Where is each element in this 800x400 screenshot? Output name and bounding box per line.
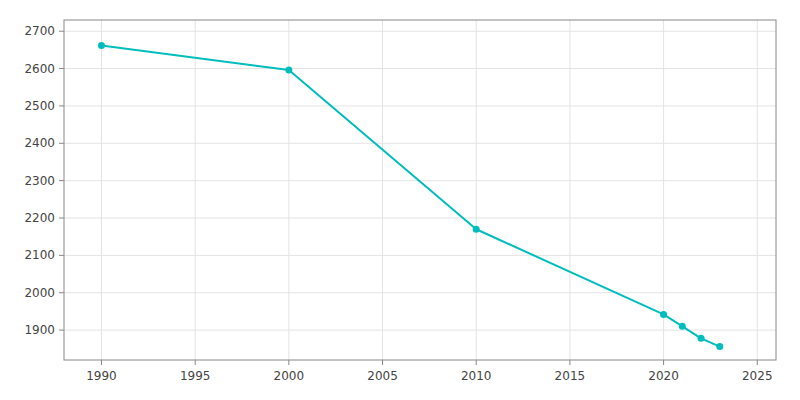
chart-container: 1990 1995 2000 2005 2010 2015 2020 2025 1900 2000… <box>0 0 800 400</box>
x-tick-label: 1990 <box>86 369 117 383</box>
y-grid-line <box>64 330 776 331</box>
x-tick <box>101 360 102 365</box>
x-tick <box>288 360 289 365</box>
x-tick-label: 2020 <box>648 369 679 383</box>
y-grid-line <box>64 143 776 144</box>
y-tick-label: 2500 <box>24 99 55 113</box>
axes: 1990 1995 2000 2005 2010 2015 2020 2025 1900 2000… <box>24 20 776 383</box>
y-tick <box>59 31 64 32</box>
y-tick-label: 1900 <box>24 323 55 337</box>
line <box>101 45 719 346</box>
y-tick-label: 2700 <box>24 24 55 38</box>
point <box>716 343 723 350</box>
x-tick <box>569 360 570 365</box>
x-tick-label: 2005 <box>367 369 398 383</box>
y-tick-label: 2400 <box>24 136 55 150</box>
x-tick-label: 2010 <box>461 369 492 383</box>
y-tick <box>59 255 64 256</box>
plot-frame <box>64 20 776 360</box>
y-tick <box>59 180 64 181</box>
x-tick <box>382 360 383 365</box>
y-tick <box>59 68 64 69</box>
x-grid-line <box>382 20 383 360</box>
y-grid-line <box>64 68 776 69</box>
x-grid-line <box>663 20 664 360</box>
y-tick-label: 2600 <box>24 62 55 76</box>
y-tick <box>59 330 64 331</box>
x-tick-label: 1995 <box>180 369 211 383</box>
x-tick <box>476 360 477 365</box>
chart: 1990 1995 2000 2005 2010 2015 2020 2025 1900 2000… <box>0 0 800 400</box>
x-tick <box>195 360 196 365</box>
x-grid-line <box>101 20 102 360</box>
y-tick <box>59 105 64 106</box>
y-grid-line <box>64 105 776 106</box>
point <box>98 42 105 49</box>
y-tick <box>59 218 64 219</box>
y-tick <box>59 143 64 144</box>
x-grid-line <box>569 20 570 360</box>
y-tick-label: 2000 <box>24 286 55 300</box>
x-tick-label: 2025 <box>742 369 773 383</box>
point <box>698 335 705 342</box>
y-grid-line <box>64 218 776 219</box>
y-grid-line <box>64 292 776 293</box>
y-tick-label: 2200 <box>24 211 55 225</box>
y-tick-label: 2100 <box>24 248 55 262</box>
y-grid-line <box>64 31 776 32</box>
x-grid-line <box>195 20 196 360</box>
x-tick-label: 2000 <box>274 369 305 383</box>
x-tick <box>757 360 758 365</box>
grid <box>64 20 776 360</box>
x-grid-line <box>757 20 758 360</box>
point <box>679 323 686 330</box>
x-tick-label: 2015 <box>555 369 586 383</box>
point <box>660 311 667 318</box>
y-tick-label: 2300 <box>24 174 55 188</box>
point <box>473 226 480 233</box>
y-tick <box>59 292 64 293</box>
y-grid-line <box>64 255 776 256</box>
series <box>98 42 723 350</box>
x-tick <box>663 360 664 365</box>
x-grid-line <box>476 20 477 360</box>
point <box>285 67 292 74</box>
